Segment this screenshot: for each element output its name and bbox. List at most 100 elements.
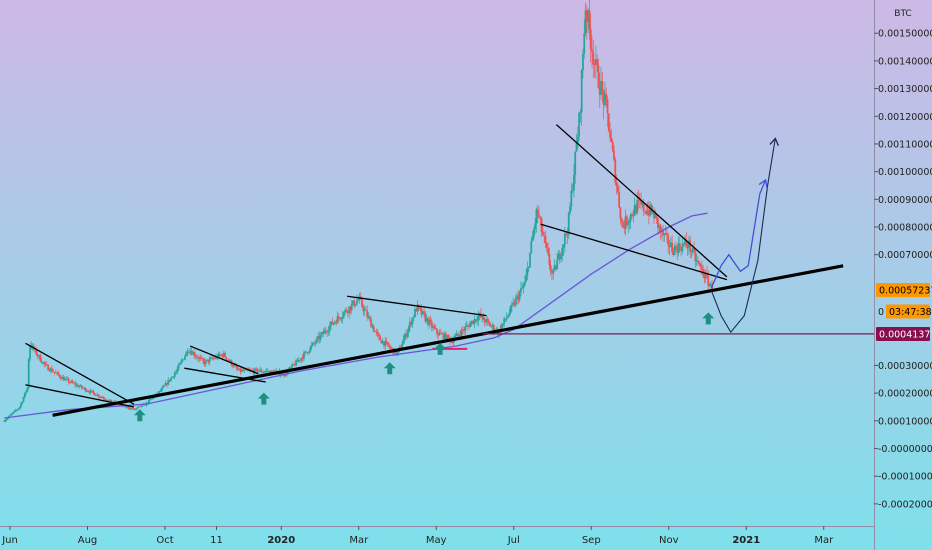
- candle-body: [460, 329, 463, 337]
- candle-body: [483, 320, 486, 323]
- candle-body: [656, 217, 659, 228]
- candle-body: [384, 340, 387, 346]
- candle-body: [461, 329, 464, 331]
- candle-body: [322, 332, 325, 334]
- price-label-text: 0.00041371: [879, 329, 932, 340]
- candle-body: [357, 299, 360, 301]
- candle-body: [526, 267, 529, 276]
- candle-body: [21, 401, 24, 404]
- candle-body: [445, 333, 447, 341]
- candle-body: [361, 299, 363, 307]
- candle-body: [331, 321, 334, 325]
- price-axis-label: 0.00010000: [878, 416, 932, 427]
- candle-body: [447, 335, 450, 338]
- candle-body: [172, 376, 175, 378]
- candle-body: [211, 357, 214, 359]
- price-axis-label: 0.00140000: [878, 56, 932, 67]
- candle-body: [138, 405, 141, 407]
- candle-body: [189, 351, 192, 353]
- candle-body: [635, 205, 637, 214]
- candle-body: [366, 310, 369, 318]
- candle-body: [632, 215, 635, 217]
- candle-body: [545, 243, 548, 248]
- candle-body: [675, 245, 677, 248]
- candle-body: [372, 326, 375, 332]
- candle-body: [158, 391, 161, 394]
- candle-body: [531, 236, 534, 242]
- candle-body: [22, 397, 25, 402]
- time-axis[interactable]: Jun Aug Oct 11 2020 Mar May Jul Sep Nov 2021 Mar: [0, 526, 874, 546]
- candle-body: [350, 303, 353, 311]
- candle-body: [101, 397, 104, 398]
- candle-body: [89, 390, 92, 393]
- candle-body: [56, 372, 59, 374]
- candle-body: [654, 214, 657, 219]
- candle-body: [190, 351, 193, 355]
- candle-body: [295, 360, 298, 366]
- candle-body: [222, 352, 225, 357]
- candle-body: [240, 369, 243, 372]
- candle-body: [188, 352, 190, 353]
- candle-body: [638, 199, 641, 201]
- candle-body: [446, 335, 449, 341]
- candle-body: [567, 213, 570, 235]
- price-axis[interactable]: BTC 0.00150000 0.00140000 0.00130000 0.0012…: [874, 0, 932, 550]
- trendline: [347, 295, 487, 317]
- candle-body: [539, 217, 542, 219]
- candle-body: [509, 306, 512, 313]
- candle-body: [560, 255, 562, 260]
- up-arrow-icon: [434, 342, 447, 355]
- candle-body: [162, 386, 164, 389]
- candle-body: [668, 245, 671, 247]
- candle-body: [226, 359, 229, 361]
- candle-body: [131, 408, 133, 410]
- price-axis-label: 0.00110000: [878, 139, 932, 150]
- candle-body: [159, 390, 162, 392]
- candle-body: [456, 333, 459, 335]
- candle-body: [703, 275, 706, 279]
- price-label-box: [886, 304, 930, 319]
- candle-body: [691, 247, 694, 253]
- candle-body: [8, 415, 11, 418]
- candle-body: [300, 357, 303, 361]
- time-axis-label: Nov: [659, 535, 679, 546]
- candle-body: [43, 361, 46, 365]
- candle-body: [335, 321, 338, 324]
- candle-body: [561, 247, 564, 256]
- candle-body: [288, 367, 291, 370]
- candle-body: [699, 264, 702, 267]
- candle-body: [314, 342, 317, 344]
- candle-body: [23, 392, 26, 398]
- candle-body: [132, 408, 135, 410]
- candle-body: [67, 378, 70, 383]
- candle-body: [396, 352, 398, 355]
- candle-body: [523, 281, 526, 286]
- candle-body: [616, 186, 619, 193]
- candle-body: [106, 400, 109, 402]
- candle-body: [553, 265, 556, 270]
- candle-body: [110, 399, 113, 403]
- candle-body: [255, 368, 258, 370]
- candle-body: [689, 240, 692, 252]
- candle-body: [97, 394, 100, 397]
- candle-body: [411, 317, 414, 325]
- candle-body: [433, 326, 436, 329]
- candle-body: [363, 309, 366, 312]
- candle-body: [587, 10, 590, 23]
- candle-body: [700, 266, 703, 269]
- candle-body: [42, 361, 44, 364]
- candle-body: [534, 223, 537, 230]
- candle-body: [80, 385, 83, 388]
- candle-body: [52, 371, 55, 373]
- candle-body: [265, 370, 268, 372]
- candle-body: [91, 390, 93, 392]
- candle-body: [243, 369, 246, 371]
- candle-body: [128, 408, 131, 410]
- candle-body: [109, 399, 112, 401]
- candle-body: [547, 247, 549, 254]
- candle-body: [669, 242, 672, 247]
- candle-body: [3, 420, 6, 422]
- candle-body: [420, 308, 423, 315]
